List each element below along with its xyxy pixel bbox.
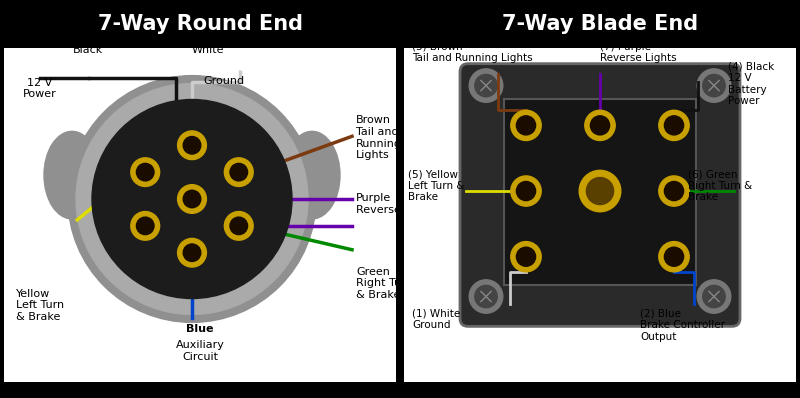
Circle shape — [517, 181, 536, 201]
Circle shape — [178, 185, 206, 213]
Circle shape — [586, 178, 614, 205]
Text: Purple
Reverse Lights: Purple Reverse Lights — [356, 193, 438, 215]
Text: 7-Way Round End: 7-Way Round End — [98, 14, 302, 34]
Text: White: White — [192, 45, 224, 55]
Text: (4) Black
12 V
Battery
Power: (4) Black 12 V Battery Power — [728, 62, 774, 107]
Circle shape — [224, 212, 253, 240]
Circle shape — [178, 238, 206, 267]
Text: (7) Purple
Reverse Lights: (7) Purple Reverse Lights — [600, 42, 677, 63]
Text: (3) Brown
Tail and Running Lights: (3) Brown Tail and Running Lights — [412, 42, 533, 63]
FancyBboxPatch shape — [460, 64, 740, 326]
Circle shape — [664, 181, 683, 201]
Text: Black: Black — [73, 45, 103, 55]
Circle shape — [469, 69, 503, 102]
Circle shape — [178, 131, 206, 160]
Circle shape — [702, 285, 726, 308]
Circle shape — [511, 110, 542, 140]
Bar — [504, 100, 696, 285]
Text: (6) Green
Right Turn &
Brake: (6) Green Right Turn & Brake — [688, 169, 752, 202]
Circle shape — [664, 116, 683, 135]
Circle shape — [517, 247, 536, 266]
Bar — [0, 0, 400, 48]
Text: Ground: Ground — [203, 76, 245, 86]
Text: (5) Yellow
Left Turn &
Brake: (5) Yellow Left Turn & Brake — [408, 169, 465, 202]
Circle shape — [698, 69, 731, 102]
Text: Yellow
Left Turn
& Brake: Yellow Left Turn & Brake — [16, 289, 64, 322]
Bar — [400, 0, 800, 48]
Circle shape — [230, 163, 247, 181]
Text: (1) White
Ground: (1) White Ground — [412, 308, 460, 330]
Circle shape — [511, 242, 542, 272]
Bar — [4, 48, 396, 382]
Circle shape — [137, 163, 154, 181]
Ellipse shape — [284, 131, 340, 219]
Text: (2) Blue
Brake Controller
Output: (2) Blue Brake Controller Output — [640, 308, 725, 341]
Circle shape — [585, 110, 615, 140]
Bar — [404, 48, 796, 382]
Circle shape — [92, 100, 292, 298]
Circle shape — [579, 170, 621, 212]
Circle shape — [475, 74, 498, 97]
Circle shape — [475, 285, 498, 308]
Circle shape — [702, 74, 726, 97]
Circle shape — [664, 247, 683, 266]
Circle shape — [659, 110, 690, 140]
Circle shape — [659, 242, 690, 272]
Circle shape — [517, 116, 536, 135]
Text: Auxiliary
Circuit: Auxiliary Circuit — [175, 340, 225, 362]
Circle shape — [659, 176, 690, 206]
Circle shape — [137, 217, 154, 235]
Circle shape — [230, 217, 247, 235]
Circle shape — [698, 280, 731, 313]
Circle shape — [183, 137, 201, 154]
Circle shape — [183, 190, 201, 208]
Ellipse shape — [44, 131, 100, 219]
Circle shape — [76, 84, 308, 314]
Circle shape — [131, 158, 160, 186]
Text: Brown
Tail and
Running
Lights: Brown Tail and Running Lights — [356, 115, 402, 160]
Circle shape — [469, 280, 503, 313]
Circle shape — [68, 76, 316, 322]
Circle shape — [131, 212, 160, 240]
Text: 12 V
Power: 12 V Power — [23, 78, 57, 99]
Circle shape — [511, 176, 542, 206]
Text: 7-Way Blade End: 7-Way Blade End — [502, 14, 698, 34]
Circle shape — [183, 244, 201, 261]
Circle shape — [590, 116, 610, 135]
Circle shape — [224, 158, 253, 186]
Text: Green
Right Turn
& Brake: Green Right Turn & Brake — [356, 267, 413, 300]
Text: Blue: Blue — [186, 324, 214, 334]
